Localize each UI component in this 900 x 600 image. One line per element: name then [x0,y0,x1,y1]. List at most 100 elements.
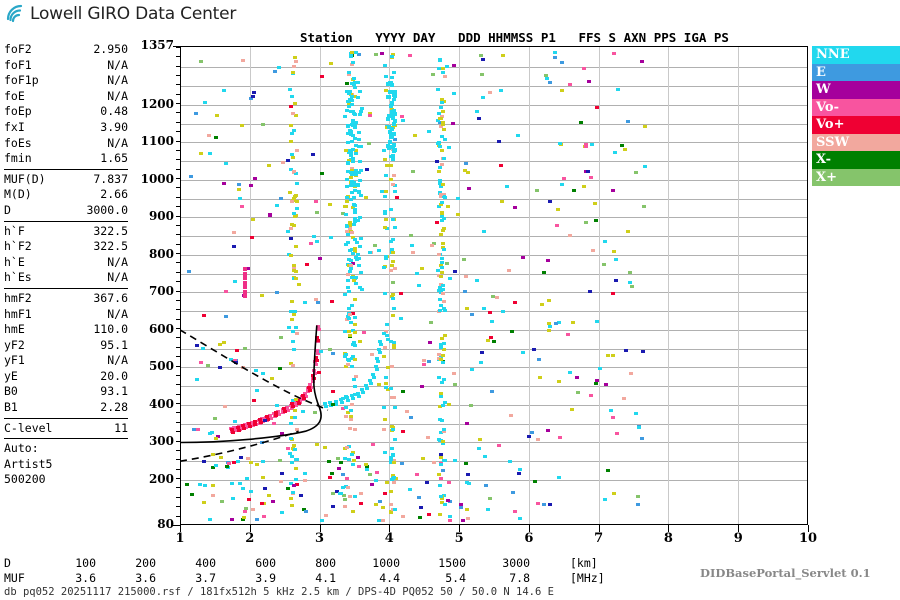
legend-item-ssw[interactable]: SSW [812,133,900,151]
x-tick-major [320,525,322,532]
data-point [633,171,638,175]
data-point [352,185,357,189]
data-point [291,443,296,447]
data-point [465,507,470,511]
data-point [489,336,494,340]
data-point [349,95,354,98]
data-point [198,151,203,155]
x-axis-tick-label: 3 [315,531,325,546]
data-point [292,409,297,413]
data-point [439,97,444,101]
gridline-vertical [320,46,321,525]
y-tick-minor [176,506,180,507]
data-point [330,299,334,303]
data-point [496,444,501,448]
data-point [440,419,445,422]
legend-item-nne[interactable]: NNE [812,46,900,64]
data-point [374,503,379,506]
data-point [440,283,445,287]
ionogram-plot[interactable] [173,46,810,532]
data-point [285,408,290,412]
param-separator [4,287,128,289]
legend-item-w[interactable]: W [812,81,900,99]
data-point [198,360,203,364]
data-point [273,411,278,415]
data-point [290,415,295,419]
table-cell: 600 [255,556,276,570]
data-point [291,339,296,343]
data-point [268,417,273,420]
data-point [288,191,293,195]
y-axis-tick-label: 1200 [140,96,174,111]
data-point [544,74,549,78]
data-point [233,419,237,423]
y-tick-minor [176,56,180,57]
auto-program: Artist5 [4,456,53,471]
data-point [328,403,333,407]
data-point [291,223,296,227]
data-point [330,491,335,495]
data-point [504,185,509,188]
table-cell: 1000 [372,556,400,570]
data-point [385,116,390,121]
y-tick-minor [176,431,180,432]
legend-item-vo[interactable]: Vo- [812,98,900,116]
data-point [439,265,444,269]
param-row-yf1: yF1 N/A [4,353,128,369]
data-point [347,269,352,273]
data-point [350,133,355,137]
data-point [606,353,611,357]
param-key: fxI [4,119,25,134]
data-point [223,404,228,408]
legend-item-label: NNE [816,47,850,63]
table-row-unit: [MHz] [570,571,605,585]
data-point [606,469,611,473]
data-point [314,355,318,359]
data-point [294,148,299,152]
data-point [390,127,395,132]
data-point [350,51,355,54]
data-point [399,114,404,118]
data-point [584,220,589,224]
data-point [440,497,444,501]
legend-item-e[interactable]: E [812,63,900,81]
data-point [189,175,193,179]
data-point [231,244,236,248]
legend-item-vo[interactable]: Vo+ [812,116,900,134]
data-point [387,130,392,135]
data-point [334,489,339,493]
data-point [294,427,299,431]
data-point [461,518,466,522]
data-point [286,487,291,490]
data-point [392,94,397,99]
table-cell: 3.6 [135,571,156,585]
data-point [439,261,444,265]
data-point [448,277,453,281]
data-point [303,478,307,482]
legend[interactable]: NNE E W Vo- Vo+ SSW X- X+ [812,46,900,186]
data-point [349,97,354,101]
data-point [370,353,375,357]
data-point [350,156,355,160]
data-point [194,377,199,381]
data-point [281,160,286,164]
data-point [360,388,364,392]
data-point [451,371,456,375]
data-point [598,367,603,371]
data-point [391,121,396,126]
legend-item-x[interactable]: X- [812,151,900,169]
data-point [348,494,353,498]
data-point [343,354,348,358]
data-point [438,185,443,189]
legend-item-x[interactable]: X+ [812,168,900,186]
data-point [613,278,618,282]
data-point [436,170,441,174]
data-point [466,516,471,520]
data-point [387,125,392,130]
table-cell: 200 [135,556,156,570]
data-point [349,183,353,187]
data-point [352,340,357,344]
data-point [405,410,410,414]
y-tick-minor [176,141,180,142]
data-point [463,275,468,279]
